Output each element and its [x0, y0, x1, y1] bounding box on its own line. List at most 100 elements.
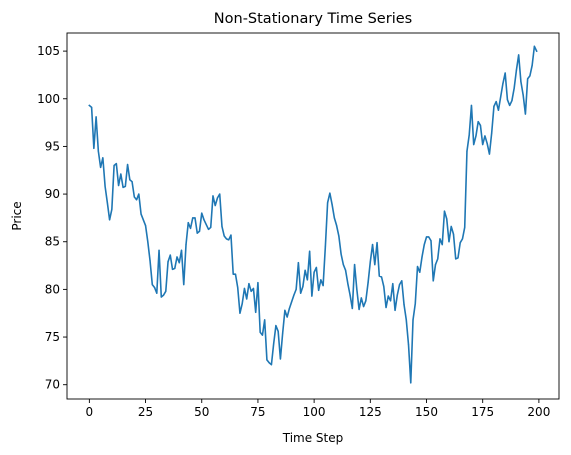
y-tick-label: 75	[45, 330, 60, 344]
data-point	[196, 232, 198, 234]
data-point	[405, 319, 407, 321]
data-point	[466, 150, 468, 152]
data-point	[266, 359, 268, 361]
data-point	[522, 94, 524, 96]
data-point	[187, 222, 189, 224]
data-point	[165, 290, 167, 292]
data-point	[479, 124, 482, 127]
data-point	[493, 105, 495, 107]
data-point	[461, 238, 464, 240]
data-point	[131, 181, 133, 183]
data-point	[241, 303, 243, 305]
data-point	[500, 96, 502, 98]
data-point	[425, 236, 428, 238]
data-point	[219, 193, 221, 195]
data-point	[228, 239, 230, 241]
data-point	[158, 249, 160, 251]
data-point	[133, 196, 135, 198]
data-point	[153, 286, 156, 289]
data-point	[248, 283, 250, 285]
data-point	[459, 242, 461, 244]
data-point	[367, 282, 369, 284]
data-point	[437, 258, 439, 260]
data-point	[486, 142, 488, 145]
data-point	[365, 300, 367, 302]
x-tick-label: 50	[194, 405, 209, 419]
x-axis-label: Time Step	[282, 431, 344, 445]
data-point	[380, 276, 383, 278]
data-point	[452, 233, 455, 235]
data-point	[488, 153, 491, 155]
data-point	[300, 292, 302, 294]
y-tick-label: 100	[37, 92, 60, 106]
data-point	[91, 106, 93, 108]
data-point	[338, 235, 340, 237]
data-point	[358, 308, 360, 311]
data-point	[470, 104, 473, 107]
data-point	[464, 226, 466, 229]
plot-area: 0 25 50 75 100 125 150 175 200 70 75 80 85 90 95 100 10…	[37, 32, 560, 419]
data-point	[104, 185, 106, 188]
data-point	[167, 261, 169, 263]
data-point	[518, 54, 520, 56]
data-point	[434, 264, 437, 266]
data-point	[524, 113, 527, 115]
data-point	[371, 243, 374, 246]
data-point	[261, 334, 264, 336]
data-point	[113, 164, 115, 167]
data-point	[349, 294, 351, 296]
data-point	[268, 362, 270, 364]
data-point	[412, 319, 414, 321]
data-point	[174, 267, 176, 270]
data-point	[140, 213, 142, 215]
data-point	[194, 217, 196, 219]
x-tick-label: 150	[415, 405, 438, 419]
data-point	[212, 195, 214, 197]
data-point	[329, 192, 331, 194]
data-point	[441, 243, 443, 246]
data-point	[117, 184, 120, 187]
data-point	[360, 297, 362, 299]
data-point	[475, 135, 477, 137]
data-point	[115, 162, 117, 165]
data-point	[192, 217, 194, 219]
data-point	[392, 283, 394, 285]
plot-background	[67, 33, 559, 399]
data-point	[97, 150, 99, 152]
data-point	[331, 203, 333, 206]
data-point	[284, 309, 286, 311]
data-point	[506, 99, 509, 101]
data-point	[205, 223, 207, 226]
data-point	[495, 101, 497, 103]
data-point	[446, 218, 448, 220]
data-point	[225, 238, 228, 240]
data-point	[477, 121, 479, 123]
data-point	[203, 219, 205, 221]
data-point	[162, 294, 165, 296]
data-point	[126, 163, 129, 166]
data-point	[396, 294, 398, 296]
data-point	[389, 300, 392, 302]
data-point	[176, 256, 178, 258]
data-point	[100, 166, 102, 168]
data-point	[185, 243, 187, 246]
data-points	[88, 45, 538, 384]
data-point	[183, 284, 185, 286]
data-point	[410, 382, 412, 384]
data-point	[156, 292, 158, 294]
data-point	[221, 225, 223, 228]
data-point	[230, 234, 232, 236]
data-point	[214, 204, 216, 207]
data-point	[347, 283, 349, 285]
data-point	[88, 104, 90, 107]
x-tick-label: 100	[303, 405, 326, 419]
data-point	[428, 236, 430, 238]
data-point	[468, 134, 470, 136]
data-point	[448, 241, 450, 243]
data-point	[344, 269, 347, 271]
series-line	[88, 45, 538, 384]
data-point	[356, 288, 358, 290]
y-tick-label: 105	[37, 44, 60, 58]
data-point	[324, 245, 326, 248]
